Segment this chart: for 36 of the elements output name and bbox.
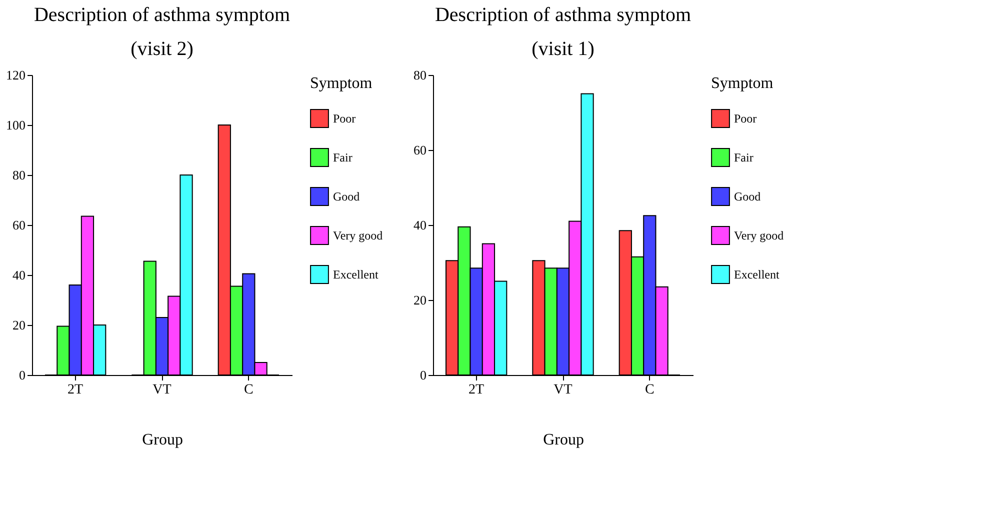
y-tick-label: 120	[6, 68, 26, 82]
y-tick-label: 60	[12, 218, 26, 232]
legend-label: Poor	[734, 112, 757, 126]
y-tick-label: 20	[414, 292, 426, 308]
y-tick-label: 40	[12, 268, 26, 282]
legend-title: Symptom	[310, 75, 373, 92]
chart-subtitle: (visit 2)	[130, 38, 194, 60]
x-tick-label: 2T	[68, 382, 84, 398]
legend-label: Good	[333, 190, 360, 204]
y-tick-label: 60	[414, 142, 426, 158]
legend-label: Good	[734, 190, 761, 204]
x-tick-label: C	[244, 382, 254, 398]
legend-label: Fair	[333, 150, 352, 164]
y-tick-label: 80	[414, 68, 426, 82]
chart-subtitle: (visit 1)	[532, 38, 594, 60]
chart-title: Description of asthma symptom	[34, 4, 290, 26]
x-axis-title: Group	[543, 432, 584, 448]
y-tick-label: 40	[414, 218, 426, 232]
chart-title: Description of asthma symptom	[434, 4, 692, 26]
x-tick-label: C	[644, 382, 654, 398]
x-tick-label: VT	[152, 382, 172, 398]
x-axis-title: Group	[142, 432, 183, 448]
y-tick-label: 100	[6, 118, 26, 132]
legend-label: Very good	[734, 228, 784, 242]
y-tick-label: 20	[12, 318, 26, 332]
x-tick-label: VT	[554, 382, 573, 398]
legend-label: Excellent	[734, 268, 780, 282]
legend-label: Very good	[333, 228, 383, 242]
y-tick-label: 0	[420, 368, 426, 382]
legend-label: Fair	[734, 150, 754, 164]
y-tick-label: 0	[19, 368, 26, 382]
legend-title: Symptom	[711, 75, 774, 92]
x-tick-label: 2T	[468, 382, 485, 398]
y-tick-label: 80	[12, 168, 26, 182]
legend-label: Excellent	[333, 268, 379, 282]
legend-label: Poor	[333, 112, 356, 126]
